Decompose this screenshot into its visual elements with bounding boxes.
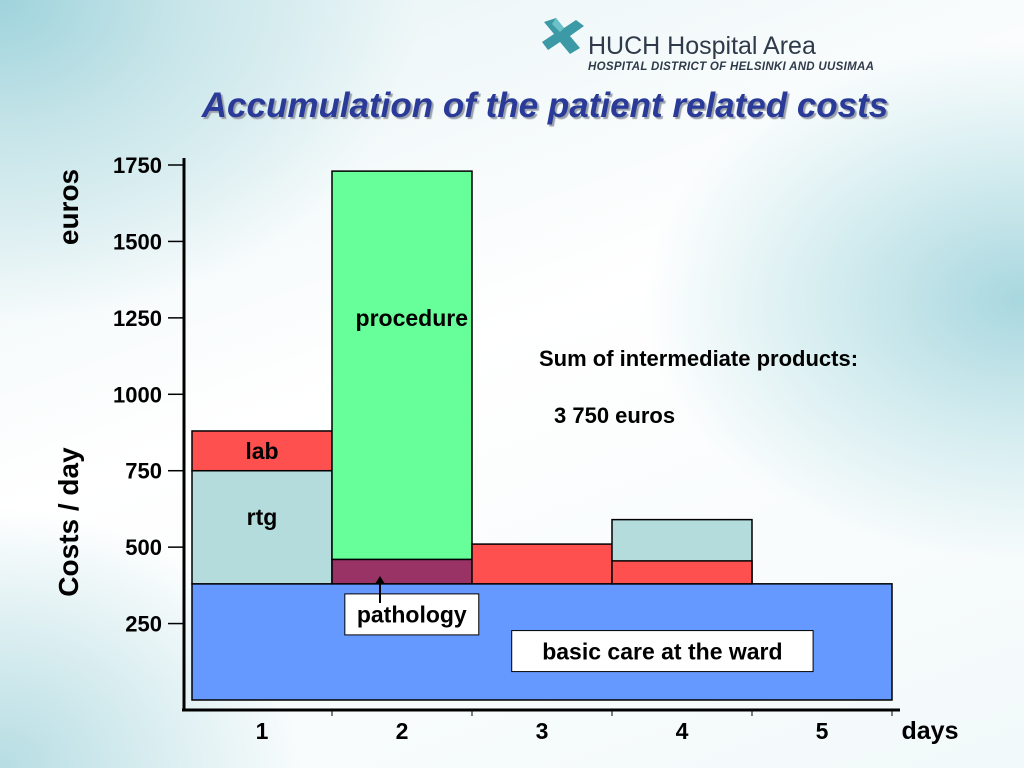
x-tick-label: 3 [536,718,549,744]
logo-name: HUCH Hospital Area [588,32,816,60]
segment-labels: basic care at the ward rtg lab pathology pro… [245,305,814,673]
y-tick-label: 750 [125,459,162,484]
sum-label: Sum of intermediate products: [539,346,859,371]
segment-label-basic-care-at-the-ward: basic care at the ward [542,638,782,664]
label-box-pathology [344,593,480,636]
label-box-basic-care-at-the-ward [511,630,814,673]
pathology-arrow [375,576,385,603]
segment-label-pathology: pathology [357,602,467,628]
segment-rtg-1 [191,469,333,585]
x-tick-label: 5 [816,718,829,744]
chart-title: Accumulation of the patient related cost… [201,86,889,125]
hospital-logo: HUCH Hospital Area HOSPITAL DISTRICT OF … [540,14,920,80]
segment-label-rtg: rtg [247,504,278,530]
huch-cross-logo-icon [542,18,584,54]
y-tick-label: 1000 [113,382,162,407]
x-tick-label: 2 [396,718,409,744]
x-axis-label: days [902,717,959,745]
segment-label-lab: lab [245,438,278,464]
segment-procedure-4 [331,170,473,561]
y-axis-label: Costs / day [53,447,84,597]
x-ticks: 1 2 3 4 5 [256,710,893,744]
segment-lab-2 [191,430,333,472]
segment-label-procedure: procedure [356,305,468,331]
chart-segments [191,170,893,701]
logo-subtitle: HOSPITAL DISTRICT OF HELSINKI AND UUSIMA… [588,61,875,73]
chart-axes [182,158,900,712]
segment-lab-5 [471,543,613,585]
y-tick-label: 500 [125,535,162,560]
y-axis-label-top: euros [53,168,84,246]
x-tick-label: 4 [676,718,689,744]
segment-pathology-3 [331,558,473,585]
sum-value: 3 750 euros [554,403,676,428]
segment-lab-7 [611,560,753,585]
y-tick-label: 1250 [113,306,162,331]
y-ticks: 250 500 750 1000 1250 1500 1750 [113,153,184,637]
y-tick-label: 1500 [113,229,162,254]
x-tick-label: 1 [256,718,269,744]
y-tick-label: 250 [125,612,162,637]
y-tick-label: 1750 [113,153,162,178]
